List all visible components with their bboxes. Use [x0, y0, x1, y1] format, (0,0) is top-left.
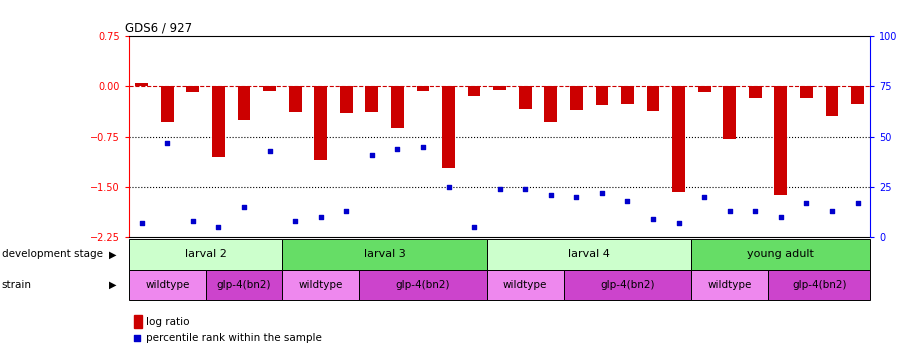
Bar: [825, 86, 838, 116]
Point: [211, 225, 226, 230]
Bar: [544, 86, 557, 122]
Bar: [186, 86, 199, 91]
Bar: [135, 83, 148, 86]
Bar: [134, 316, 142, 328]
Point: [365, 152, 379, 157]
Text: glp-4(bn2): glp-4(bn2): [792, 280, 846, 290]
Point: [390, 146, 404, 151]
Bar: [416, 86, 429, 91]
Point: [543, 192, 558, 198]
Text: glp-4(bn2): glp-4(bn2): [216, 280, 272, 290]
Point: [339, 208, 354, 214]
Bar: [621, 86, 634, 104]
Bar: [487, 239, 692, 270]
Point: [313, 214, 328, 220]
Bar: [775, 86, 787, 195]
Point: [646, 216, 660, 222]
Text: glp-4(bn2): glp-4(bn2): [600, 280, 655, 290]
Bar: [283, 239, 487, 270]
Text: strain: strain: [2, 280, 32, 290]
Bar: [494, 86, 506, 90]
Point: [441, 184, 456, 190]
Bar: [238, 86, 251, 120]
Point: [287, 218, 302, 224]
Bar: [283, 270, 359, 301]
Text: GDS6 / 927: GDS6 / 927: [125, 21, 192, 35]
Point: [569, 194, 584, 200]
Text: percentile rank within the sample: percentile rank within the sample: [146, 333, 322, 343]
Bar: [161, 86, 174, 122]
Bar: [487, 270, 564, 301]
Point: [134, 220, 149, 226]
Text: larval 2: larval 2: [185, 249, 227, 260]
Bar: [851, 86, 864, 104]
Point: [850, 200, 865, 206]
Bar: [749, 86, 762, 97]
Bar: [205, 270, 283, 301]
Bar: [800, 86, 813, 97]
Bar: [468, 86, 481, 96]
Bar: [596, 86, 608, 105]
Point: [160, 140, 175, 145]
Bar: [692, 239, 870, 270]
Text: development stage: development stage: [2, 249, 103, 260]
Text: log ratio: log ratio: [146, 317, 190, 327]
Text: young adult: young adult: [748, 249, 814, 260]
Bar: [672, 86, 685, 192]
Bar: [359, 270, 487, 301]
Bar: [366, 86, 379, 112]
Point: [467, 225, 482, 230]
Bar: [129, 270, 205, 301]
Point: [799, 200, 814, 206]
Bar: [768, 270, 870, 301]
Bar: [212, 86, 225, 157]
Point: [697, 194, 712, 200]
Point: [130, 335, 145, 341]
Bar: [263, 86, 276, 91]
Point: [237, 204, 251, 210]
Point: [185, 218, 200, 224]
Bar: [570, 86, 583, 110]
Point: [748, 208, 763, 214]
Text: wildtype: wildtype: [503, 280, 547, 290]
Point: [492, 186, 507, 192]
Point: [722, 208, 737, 214]
Text: wildtype: wildtype: [707, 280, 752, 290]
Point: [774, 214, 788, 220]
Bar: [723, 86, 736, 139]
Bar: [314, 86, 327, 160]
Bar: [519, 86, 531, 109]
Text: ▶: ▶: [109, 249, 116, 260]
Point: [518, 186, 532, 192]
Text: glp-4(bn2): glp-4(bn2): [396, 280, 450, 290]
Bar: [288, 86, 301, 112]
Point: [620, 198, 635, 204]
Bar: [129, 239, 283, 270]
Text: larval 4: larval 4: [568, 249, 610, 260]
Text: ▶: ▶: [109, 280, 116, 290]
Point: [415, 144, 430, 150]
Point: [595, 190, 610, 196]
Bar: [564, 270, 692, 301]
Point: [671, 220, 686, 226]
Text: wildtype: wildtype: [298, 280, 343, 290]
Bar: [340, 86, 353, 113]
Point: [824, 208, 839, 214]
Point: [262, 148, 277, 154]
Bar: [698, 86, 711, 92]
Bar: [647, 86, 659, 111]
Bar: [442, 86, 455, 168]
Bar: [391, 86, 403, 129]
Bar: [692, 270, 768, 301]
Text: wildtype: wildtype: [146, 280, 190, 290]
Text: larval 3: larval 3: [364, 249, 405, 260]
